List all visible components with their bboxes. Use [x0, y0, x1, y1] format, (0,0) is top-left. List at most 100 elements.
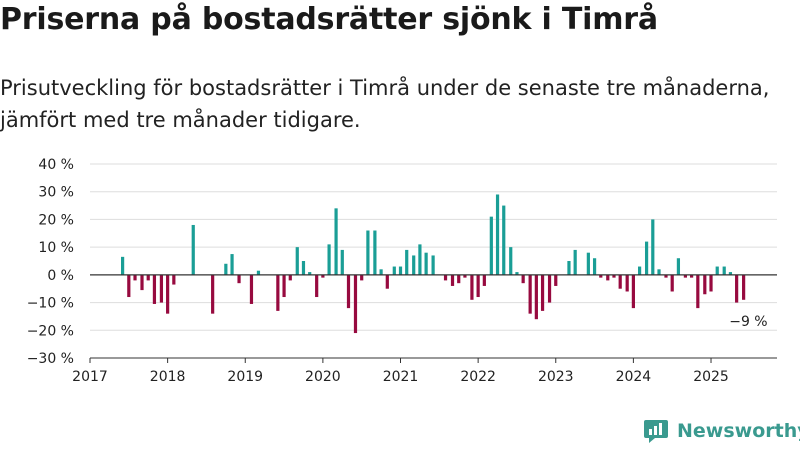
bar-positive — [573, 249, 577, 275]
bar-positive — [340, 249, 344, 275]
bar-chart: −30 % −20 % −10 % 0 % 10 % 20 % 30 % 40 % 2017 2… — [27, 157, 777, 385]
bar-negative — [618, 274, 622, 289]
bar-negative — [735, 274, 739, 303]
bar-negative — [534, 274, 538, 320]
bar-negative — [528, 274, 532, 314]
bar-negative — [133, 274, 137, 281]
bar-positive — [651, 219, 655, 275]
bar-negative — [249, 274, 254, 304]
bar-positive — [592, 258, 597, 275]
y-tick-label: −30 % — [27, 351, 74, 367]
x-tick-label: 2020 — [305, 369, 341, 385]
bar-positive — [715, 266, 719, 275]
bar-negative — [146, 274, 150, 281]
bar-positive — [295, 247, 299, 275]
bar-negative — [443, 274, 448, 281]
bar-negative — [152, 274, 157, 304]
bar-positive — [644, 241, 649, 275]
bar-positive — [489, 216, 493, 275]
bar-positive — [256, 270, 261, 275]
bar-positive — [327, 244, 331, 275]
x-tick-label: 2018 — [150, 369, 186, 385]
bar-positive — [412, 255, 416, 275]
bar-negative — [346, 274, 351, 309]
bar-positive — [418, 244, 422, 275]
bar-negative — [470, 274, 474, 300]
y-tick-label: −20 % — [27, 323, 74, 339]
bar-positive — [224, 263, 228, 275]
bar-positive — [515, 272, 519, 275]
bar-positive — [308, 272, 312, 275]
x-tick-label: 2021 — [383, 369, 419, 385]
bar-positive — [586, 252, 590, 275]
bar-negative — [703, 274, 707, 295]
grid-lines — [90, 163, 777, 331]
bar-negative — [554, 274, 558, 286]
y-tick-label: 30 % — [38, 185, 74, 201]
bar-negative — [521, 274, 525, 284]
bar-positive — [405, 249, 409, 275]
bar-negative — [282, 274, 286, 298]
bar-positive — [379, 269, 383, 275]
x-tick-label: 2019 — [227, 369, 263, 385]
y-tick-label: 40 % — [38, 157, 74, 173]
bar-positive — [366, 230, 370, 275]
bar-negative — [482, 274, 486, 286]
bar-positive — [230, 254, 234, 275]
bar-negative — [450, 274, 455, 286]
bar-positive — [431, 255, 435, 275]
bar-negative — [159, 274, 164, 303]
bar-negative — [315, 274, 319, 298]
x-tick-label: 2022 — [460, 369, 496, 385]
y-tick-label: 20 % — [38, 212, 74, 228]
bar-negative — [709, 274, 713, 292]
brand-name: Newsworthy — [677, 420, 800, 442]
bar-positive — [657, 269, 661, 275]
page-subtitle: Prisutveckling för bostadsrätter i Timrå… — [0, 76, 770, 132]
bar-negative — [606, 274, 610, 281]
bar-negative — [599, 274, 603, 278]
x-tick-label: 2024 — [616, 369, 652, 385]
y-tick-label: −10 % — [27, 296, 74, 312]
page-title: Priserna på bostadsrätter sjönk i Timrå — [0, 2, 658, 37]
bar-negative — [276, 274, 280, 311]
bar-negative — [166, 274, 170, 314]
bar-negative — [683, 274, 687, 278]
y-tick-label: 0 % — [47, 268, 74, 284]
bar-positive — [398, 266, 403, 275]
bar-positive — [722, 266, 726, 275]
axes — [90, 274, 777, 359]
bar-negative — [360, 274, 364, 281]
newsworthy-logo-icon — [644, 420, 668, 443]
bar-negative — [211, 274, 215, 314]
bar-negative — [237, 274, 241, 284]
y-tick-label: 10 % — [38, 240, 74, 256]
bar-negative — [631, 274, 635, 309]
bar-negative — [288, 274, 292, 281]
bar-positive — [334, 208, 338, 275]
bar-positive — [301, 261, 306, 275]
bar-positive — [191, 224, 195, 275]
bar-positive — [121, 256, 125, 275]
bar-negative — [463, 274, 467, 278]
bar-negative — [476, 274, 480, 298]
bar-positive — [638, 266, 642, 275]
bar-negative — [664, 274, 668, 278]
bar-negative — [696, 274, 700, 309]
bar-negative — [625, 274, 629, 292]
bar-negative — [612, 274, 616, 278]
x-axis-ticks: 2017 2018 2019 2020 2021 2022 2023 2024 2025 — [72, 358, 729, 385]
bar-negative — [547, 274, 552, 303]
last-value-annotation: −9 % — [729, 314, 767, 330]
bar-negative — [690, 274, 694, 278]
newsworthy-logo: Newsworthy — [643, 418, 800, 444]
x-tick-label: 2017 — [72, 369, 108, 385]
bar-negative — [385, 274, 389, 289]
bar-negative — [127, 274, 131, 298]
bar-negative — [140, 274, 144, 291]
bar-negative — [353, 274, 358, 334]
y-axis-ticks: −30 % −20 % −10 % 0 % 10 % 20 % 30 % 40 % — [27, 157, 74, 367]
bar-positive — [495, 194, 500, 275]
bars — [121, 194, 746, 334]
bar-negative — [742, 274, 746, 300]
